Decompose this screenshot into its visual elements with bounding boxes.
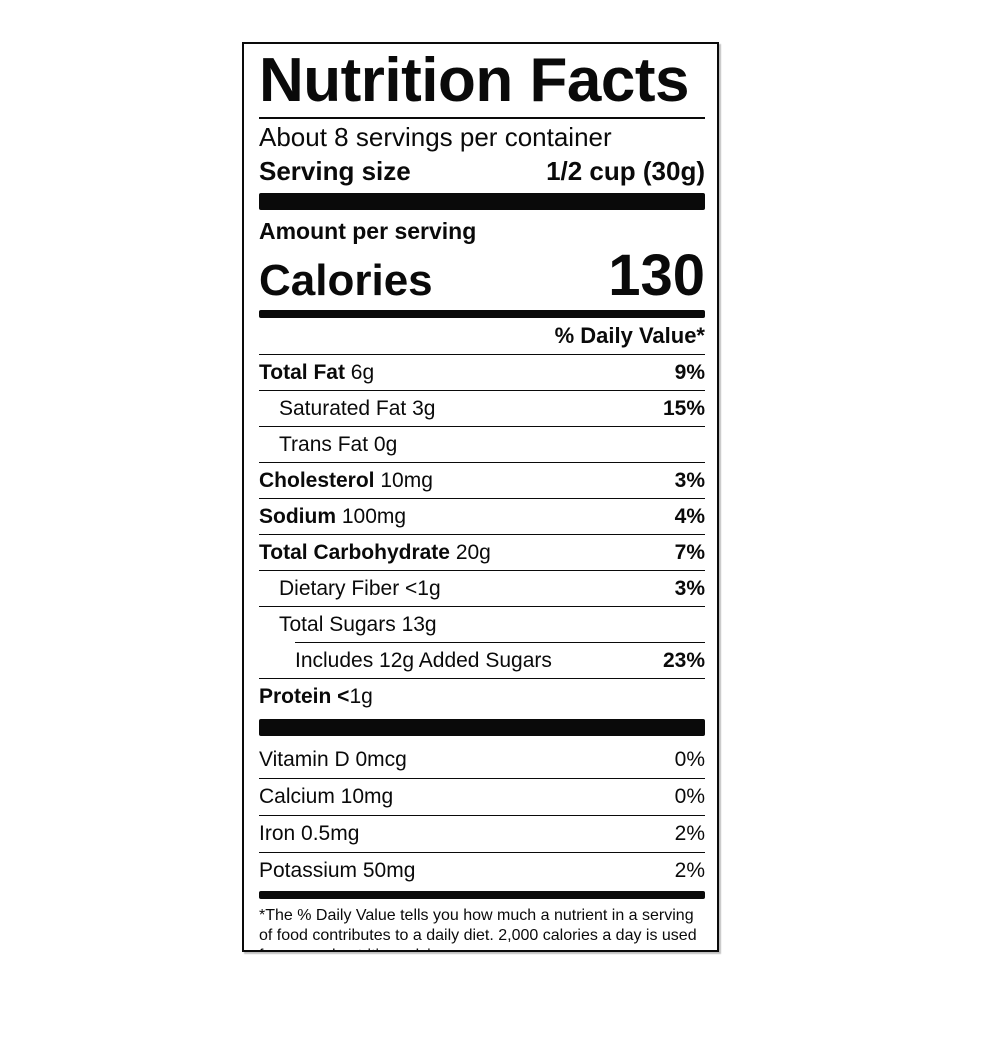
- micronutrient-row-iron: Iron 0.5mg 2%: [259, 816, 705, 853]
- divider-bar-medium: [259, 890, 705, 899]
- nutrient-row-sodium: Sodium 100mg 4%: [259, 499, 705, 535]
- nutrient-row-total-carbohydrate: Total Carbohydrate 20g 7%: [259, 535, 705, 571]
- nutrient-name: Protein <1g: [259, 684, 373, 708]
- micronutrient-percent: 2%: [674, 859, 705, 883]
- indented-separator: [295, 641, 705, 643]
- nutrient-name: Includes 12g Added Sugars: [295, 648, 552, 672]
- nutrient-row-total-sugars: Total Sugars 13g: [259, 607, 705, 642]
- micronutrient-name: Calcium 10mg: [259, 785, 394, 809]
- micronutrient-percent: 0%: [674, 748, 705, 772]
- daily-value-footnote: *The % Daily Value tells you how much a …: [259, 906, 697, 950]
- micronutrient-row-vitamin-d: Vitamin D 0mcg 0%: [259, 742, 705, 779]
- nutrient-name: Total Sugars 13g: [279, 612, 437, 636]
- nutrient-row-protein: Protein <1g: [259, 679, 705, 714]
- nutrient-name: Saturated Fat 3g: [279, 396, 436, 420]
- nutrient-name: Total Fat 6g: [259, 360, 375, 384]
- calories-label: Calories: [259, 255, 433, 305]
- nutrient-name: Cholesterol 10mg: [259, 468, 433, 492]
- nutrient-row-trans-fat: Trans Fat 0g: [259, 427, 705, 463]
- nutrient-percent: 3%: [674, 468, 705, 492]
- nutrient-name: Total Carbohydrate 20g: [259, 540, 491, 564]
- nutrient-percent: 7%: [674, 540, 705, 564]
- label-title: Nutrition Facts: [259, 48, 705, 119]
- nutrient-name: Dietary Fiber <1g: [279, 576, 441, 600]
- micronutrient-row-calcium: Calcium 10mg 0%: [259, 779, 705, 816]
- micronutrient-name: Potassium 50mg: [259, 859, 416, 883]
- nutrient-name: Sodium 100mg: [259, 504, 407, 528]
- nutrient-row-dietary-fiber: Dietary Fiber <1g 3%: [259, 571, 705, 607]
- nutrient-percent: 4%: [674, 504, 705, 528]
- serving-size-row: Serving size 1/2 cup (30g): [259, 154, 705, 188]
- nutrient-percent: 3%: [674, 576, 705, 600]
- divider-bar-thick: [259, 192, 705, 210]
- micronutrient-name: Vitamin D 0mcg: [259, 748, 407, 772]
- amount-per-serving-label: Amount per serving: [259, 217, 477, 244]
- calories-row: Calories 130: [259, 242, 705, 308]
- daily-value-header: % Daily Value*: [259, 320, 705, 355]
- micronutrient-percent: 2%: [674, 822, 705, 846]
- servings-per-container: About 8 servings per container: [259, 121, 612, 152]
- nutrient-row-saturated-fat: Saturated Fat 3g 15%: [259, 391, 705, 427]
- micronutrient-percent: 0%: [674, 785, 705, 809]
- nutrient-percent: 9%: [674, 360, 705, 384]
- divider-bar-medium: [259, 309, 705, 318]
- nutrient-percent: 15%: [662, 396, 705, 420]
- serving-size-value: 1/2 cup (30g): [546, 155, 705, 186]
- divider-bar-thick: [259, 718, 705, 736]
- micronutrient-row-potassium: Potassium 50mg 2%: [259, 853, 705, 889]
- nutrient-name: Trans Fat 0g: [279, 432, 398, 456]
- nutrient-row-added-sugars: Includes 12g Added Sugars 23%: [259, 643, 705, 679]
- micronutrient-name: Iron 0.5mg: [259, 822, 360, 846]
- nutrient-row-total-fat: Total Fat 6g 9%: [259, 355, 705, 391]
- nutrient-percent: 23%: [662, 648, 705, 672]
- calories-value: 130: [608, 242, 705, 308]
- nutrient-row-cholesterol: Cholesterol 10mg 3%: [259, 463, 705, 499]
- serving-size-label: Serving size: [259, 155, 411, 186]
- nutrition-label: Nutrition Facts About 8 servings per con…: [242, 42, 719, 952]
